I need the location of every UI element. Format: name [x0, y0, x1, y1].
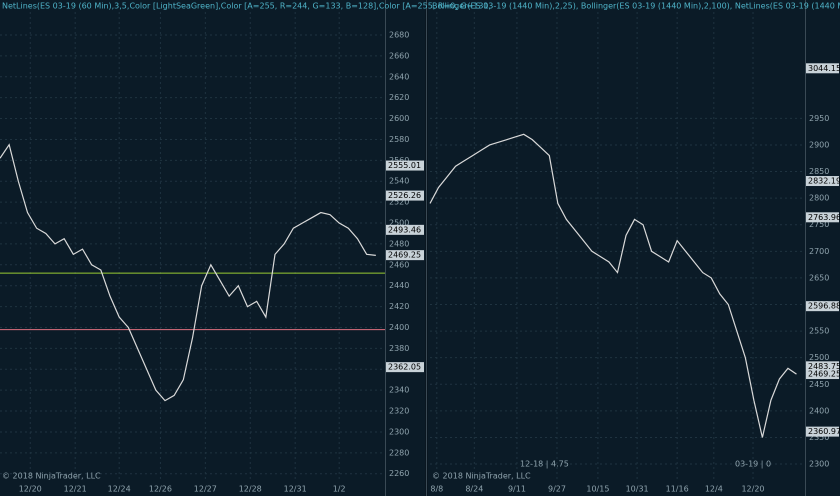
y-tick-label: 2950: [809, 114, 829, 123]
left-panel: [0, 0, 425, 496]
price-label-box: [386, 362, 424, 373]
price-label: 2596.88: [808, 302, 840, 311]
copyright: © 2018 NinjaTrader, LLC: [2, 472, 101, 481]
chart-header: NetLines(ES 03-19 (60 Min),3,5,Color [Li…: [2, 2, 491, 11]
price-label: 2483.75: [808, 362, 840, 371]
price-label-box: [386, 190, 424, 201]
price-label: 2526.26: [388, 191, 421, 200]
price-label: 3044.15: [808, 64, 840, 73]
y-tick-label: 2300: [809, 460, 829, 469]
y-tick-label: 2280: [389, 448, 409, 457]
y-tick-label: 2380: [389, 344, 409, 353]
y-tick-label: 2650: [809, 273, 829, 282]
price-label: 2360.97: [808, 427, 840, 436]
y-tick-label: 2560: [389, 156, 409, 165]
y-tick-label: 2640: [389, 72, 409, 81]
y-tick-label: 2300: [389, 427, 409, 436]
y-tick-label: 2340: [389, 386, 409, 395]
x-tick-label: 9/11: [508, 485, 526, 494]
y-tick-label: 2660: [389, 51, 409, 60]
y-tick-label: 2520: [389, 198, 409, 207]
price-label: 2763.96: [808, 213, 840, 222]
price-label: 2832.19: [808, 177, 840, 186]
x-tick-label: 12/4: [705, 485, 723, 494]
y-tick-label: 2900: [809, 140, 829, 149]
y-tick-label: 2350: [809, 433, 829, 442]
price-label: 2493.46: [388, 225, 421, 234]
y-tick-label: 2450: [809, 380, 829, 389]
y-tick-label: 2620: [389, 93, 409, 102]
x-tick-label: 1/2: [333, 485, 346, 494]
price-label-box: [386, 160, 424, 171]
price-label-box: [806, 176, 839, 187]
x-tick-label: 10/15: [586, 485, 609, 494]
price-line: [429, 133, 797, 438]
y-tick-label: 2500: [389, 219, 409, 228]
x-tick-label: 10/31: [626, 485, 649, 494]
price-label-box: [806, 212, 839, 223]
price-label-box: [386, 224, 424, 235]
chart-header: Bollinger(ES 03-19 (1440 Min),2,25), Bol…: [432, 2, 840, 11]
price-line: [0, 143, 376, 402]
y-tick-label: 2800: [809, 194, 829, 203]
price-label: 2469.25: [808, 370, 840, 379]
x-tick-label: 12/26: [149, 485, 172, 494]
y-tick-label: 2260: [389, 469, 409, 478]
y-tick-label: 2500: [809, 353, 829, 362]
y-tick-label: 2400: [809, 406, 829, 415]
x-tick-label: 12/27: [194, 485, 217, 494]
x-tick-label: 8/24: [465, 485, 483, 494]
x-tick-label: 12/31: [284, 485, 307, 494]
y-tick-label: 2700: [809, 247, 829, 256]
price-label-box: [806, 301, 839, 312]
x-tick-label: 12/24: [108, 485, 131, 494]
y-tick-label: 2600: [389, 114, 409, 123]
y-tick-label: 2550: [809, 327, 829, 336]
price-label: 2362.05: [388, 363, 421, 372]
y-tick-label: 2540: [389, 177, 409, 186]
copyright: © 2018 NinjaTrader, LLC: [432, 472, 531, 481]
y-tick-label: 2320: [389, 407, 409, 416]
y-tick-label: 2680: [389, 30, 409, 39]
price-label-box: [806, 426, 839, 437]
x-tick-label: 9/27: [548, 485, 566, 494]
price-label-box: [806, 63, 839, 74]
y-tick-label: 2420: [389, 302, 409, 311]
annotation: 12-18 | 4.75: [520, 460, 569, 469]
y-tick-label: 2400: [389, 323, 409, 332]
x-tick-label: 12/21: [64, 485, 87, 494]
annotation: 03-19 | 0: [735, 460, 771, 469]
y-tick-label: 2750: [809, 220, 829, 229]
price-label: 2469.25: [388, 251, 421, 260]
y-tick-label: 2480: [389, 239, 409, 248]
price-label-box: [806, 369, 839, 380]
x-tick-label: 12/28: [239, 485, 262, 494]
price-label: 2555.01: [388, 161, 421, 170]
price-label-box: [386, 250, 424, 261]
x-tick-label: 11/16: [666, 485, 689, 494]
x-tick-label: 12/20: [19, 485, 42, 494]
x-tick-label: 12/20: [741, 485, 764, 494]
price-label-box: [806, 361, 839, 372]
x-tick-label: 8/8: [430, 485, 443, 494]
y-tick-label: 2460: [389, 260, 409, 269]
y-tick-label: 2440: [389, 281, 409, 290]
y-tick-label: 2850: [809, 167, 829, 176]
y-tick-label: 2580: [389, 135, 409, 144]
right-panel: [428, 0, 840, 496]
